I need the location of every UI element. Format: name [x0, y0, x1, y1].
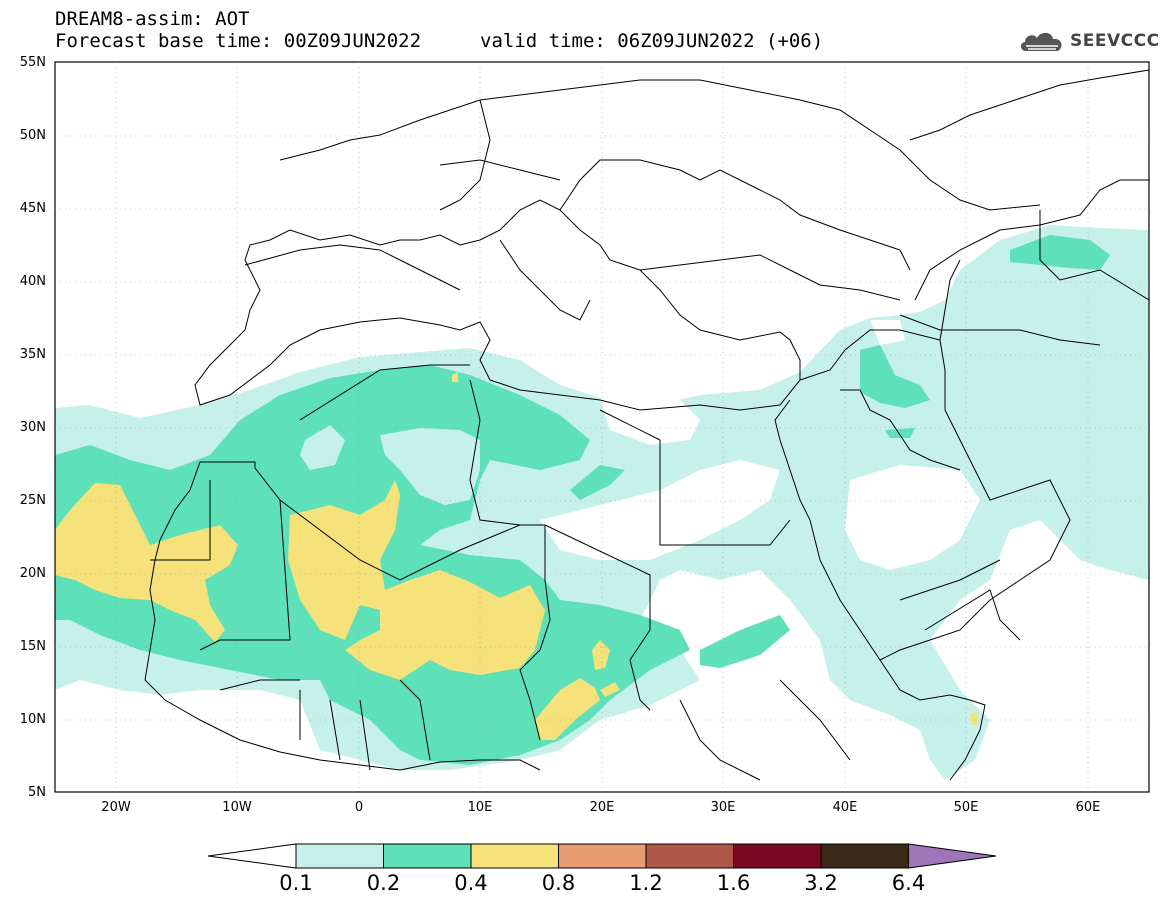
cloud-icon: [1020, 32, 1062, 51]
aot-fields: [55, 225, 1149, 780]
colorbar-bin-2: [383, 843, 472, 869]
lon-label-0: 0: [354, 800, 364, 815]
logo-text: SEEVCCC: [1070, 31, 1160, 51]
colorbar-low-arrow: [207, 843, 297, 869]
lat-label-25n: 25N: [19, 493, 46, 508]
lat-label-55n: 55N: [19, 55, 46, 70]
colorbar-label-0.8: 0.8: [541, 871, 576, 895]
colorbar-bin-6: [733, 843, 822, 869]
colorbar-label-0.4: 0.4: [454, 871, 488, 895]
lon-label-40e: 40E: [832, 800, 858, 815]
colorbar: [207, 843, 997, 869]
lat-label-35n: 35N: [19, 347, 46, 362]
lat-label-15n: 15N: [19, 639, 46, 654]
lon-label-20w: 20W: [101, 800, 131, 815]
lon-label-50e: 50E: [953, 800, 979, 815]
colorbar-label-0.2: 0.2: [366, 871, 401, 895]
colorbar-bin-3: [470, 843, 559, 869]
lon-label-10w: 10W: [222, 800, 252, 815]
lat-label-40n: 40N: [19, 274, 46, 289]
lat-label-50n: 50N: [19, 128, 46, 143]
valid-time: valid time: 06Z09JUN2022 (+06): [480, 30, 824, 52]
lat-label-10n: 10N: [19, 712, 46, 727]
aot-level-0.4: [55, 372, 978, 740]
colorbar-label-0.1: 0.1: [279, 871, 313, 895]
lat-label-45n: 45N: [19, 201, 46, 216]
seevccc-logo: SEEVCCC: [1018, 26, 1160, 56]
lat-label-5n: 5N: [28, 785, 46, 800]
colorbar-bin-4: [558, 843, 647, 869]
lat-label-30n: 30N: [19, 420, 46, 435]
colorbar-bin-1: [295, 843, 384, 869]
lon-label-20e: 20E: [589, 800, 615, 815]
lon-label-10e: 10E: [467, 800, 493, 815]
product-title: DREAM8-assim: AOT: [55, 8, 250, 30]
colorbar-label-3.2: 3.2: [804, 871, 838, 895]
aot-holes-0.1: [300, 425, 480, 505]
graticule: [55, 62, 1149, 792]
forecast-base-time: Forecast base time: 00Z09JUN2022: [55, 30, 422, 52]
lon-label-60e: 60E: [1075, 800, 1101, 815]
colorbar-bin-5: [645, 843, 734, 869]
colorbar-label-1.2: 1.2: [629, 871, 663, 895]
colorbar-label-1.6: 1.6: [716, 871, 751, 895]
lon-label-30e: 30E: [710, 800, 736, 815]
coastlines-borders: [144, 69, 1149, 781]
lat-label-20n: 20N: [19, 566, 46, 581]
colorbar-label-6.4: 6.4: [891, 871, 926, 895]
colorbar-high-arrow: [908, 843, 997, 869]
colorbar-bin-7: [820, 843, 909, 869]
